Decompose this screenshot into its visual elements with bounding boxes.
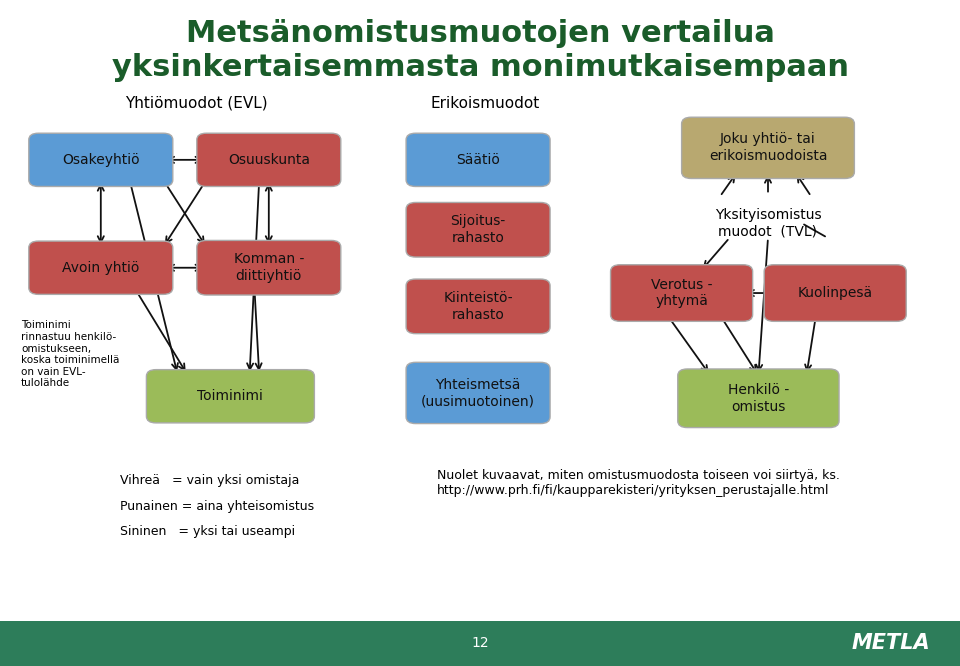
FancyBboxPatch shape [406, 279, 550, 334]
Text: Verotus -
yhtymä: Verotus - yhtymä [651, 278, 712, 308]
Text: Sininen   = yksi tai useampi: Sininen = yksi tai useampi [120, 525, 295, 538]
FancyBboxPatch shape [682, 117, 854, 178]
Text: Henkilö -
omistus: Henkilö - omistus [728, 383, 789, 414]
FancyBboxPatch shape [146, 370, 314, 423]
FancyBboxPatch shape [29, 241, 173, 294]
Text: 12: 12 [471, 636, 489, 651]
Text: Toiminimi
rinnastuu henkilö-
omistukseen,
koska toiminimellä
on vain EVL-
tulolä: Toiminimi rinnastuu henkilö- omistukseen… [21, 320, 119, 388]
Text: METLA: METLA [852, 633, 930, 653]
Text: yksinkertaisemmasta monimutkaisempaan: yksinkertaisemmasta monimutkaisempaan [111, 53, 849, 83]
Text: Yksityisomistus
muodot  (TVL): Yksityisomistus muodot (TVL) [714, 208, 822, 238]
FancyBboxPatch shape [406, 133, 550, 186]
Text: Avoin yhtiö: Avoin yhtiö [62, 260, 139, 275]
Text: Komman -
diittiyhtiö: Komman - diittiyhtiö [233, 252, 304, 283]
FancyBboxPatch shape [406, 202, 550, 257]
Text: Osuuskunta: Osuuskunta [228, 153, 310, 167]
FancyBboxPatch shape [197, 133, 341, 186]
FancyBboxPatch shape [406, 362, 550, 424]
Text: Kiinteistö-
rahasto: Kiinteistö- rahasto [444, 291, 513, 322]
FancyBboxPatch shape [764, 264, 906, 321]
Text: Joku yhtiö- tai
erikoismuodoista: Joku yhtiö- tai erikoismuodoista [708, 133, 828, 163]
Text: Yhtiömuodot (EVL): Yhtiömuodot (EVL) [126, 96, 268, 111]
FancyBboxPatch shape [29, 133, 173, 186]
FancyBboxPatch shape [611, 264, 753, 321]
Text: Erikoismuodot: Erikoismuodot [430, 96, 540, 111]
Text: Punainen = aina yhteisomistus: Punainen = aina yhteisomistus [120, 500, 314, 513]
Text: Nuolet kuvaavat, miten omistusmuodosta toiseen voi siirtyä, ks.
http://www.prh.f: Nuolet kuvaavat, miten omistusmuodosta t… [437, 469, 840, 497]
Text: Metsänomistusmuotojen vertailua: Metsänomistusmuotojen vertailua [185, 19, 775, 48]
Text: Yhteismetsä
(uusimuotoinen): Yhteismetsä (uusimuotoinen) [421, 378, 535, 408]
FancyBboxPatch shape [0, 621, 960, 666]
Text: Säätiö: Säätiö [456, 153, 500, 167]
Text: Osakeyhtiö: Osakeyhtiö [62, 153, 139, 167]
Text: Vihreä   = vain yksi omistaja: Vihreä = vain yksi omistaja [120, 474, 300, 488]
FancyBboxPatch shape [197, 240, 341, 295]
Text: Sijoitus-
rahasto: Sijoitus- rahasto [450, 214, 506, 245]
Text: Toiminimi: Toiminimi [198, 389, 263, 404]
Text: Kuolinpesä: Kuolinpesä [798, 286, 873, 300]
FancyBboxPatch shape [678, 369, 839, 428]
